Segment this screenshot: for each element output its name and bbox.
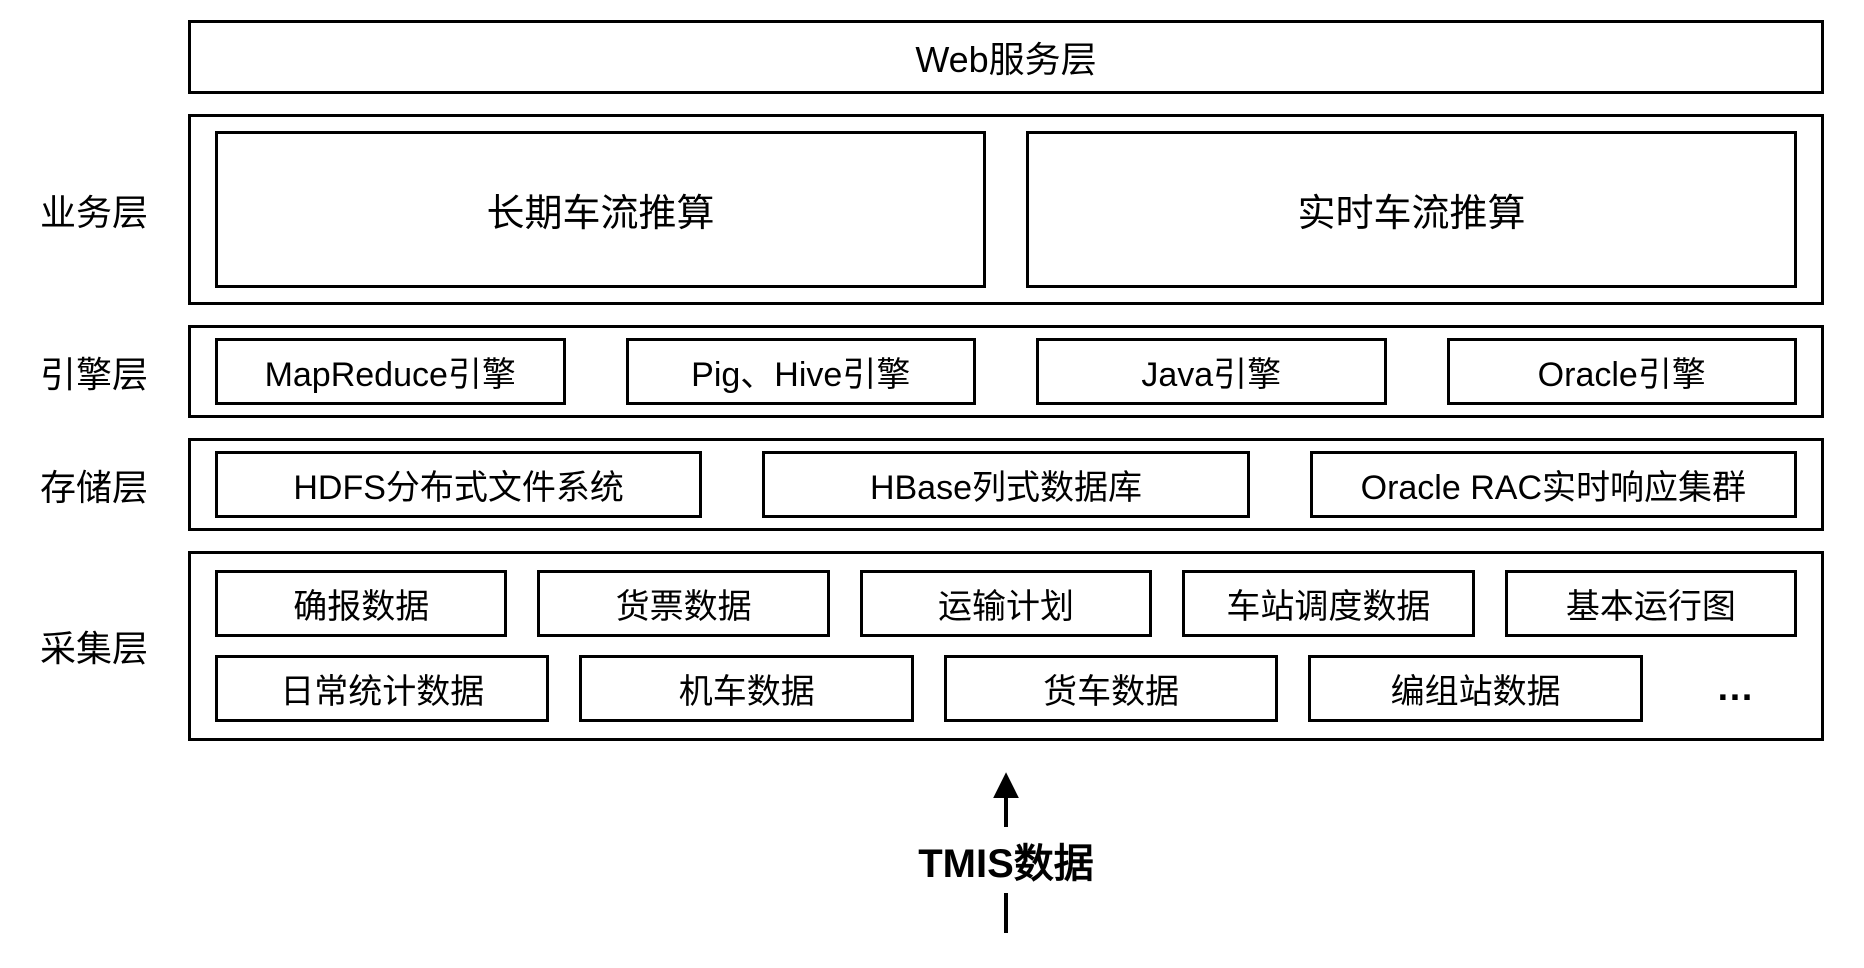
oracle-rac-box: Oracle RAC实时响应集群	[1310, 451, 1797, 518]
hbase-box: HBase列式数据库	[762, 451, 1249, 518]
collection-row-1: 确报数据 货票数据 运输计划 车站调度数据 基本运行图	[215, 570, 1797, 637]
engine-layer-box: MapReduce引擎 Pig、Hive引擎 Java引擎 Oracle引擎	[188, 325, 1824, 418]
arrow-line-top	[1004, 797, 1008, 827]
mapreduce-engine-box: MapReduce引擎	[215, 338, 566, 405]
arrow-up-icon: ▲	[984, 771, 1028, 797]
engine-inner-row: MapReduce引擎 Pig、Hive引擎 Java引擎 Oracle引擎	[215, 338, 1797, 405]
storage-inner-row: HDFS分布式文件系统 HBase列式数据库 Oracle RAC实时响应集群	[215, 451, 1797, 518]
storage-layer-row: 存储层 HDFS分布式文件系统 HBase列式数据库 Oracle RAC实时响…	[40, 438, 1824, 531]
collection-layer-row: 采集层 确报数据 货票数据 运输计划 车站调度数据 基本运行图 日常统计数据 机…	[40, 551, 1824, 741]
realtime-traffic-box: 实时车流推算	[1026, 131, 1797, 288]
engine-layer-label: 引擎层	[40, 325, 180, 418]
tmis-section: ▲ TMIS数据	[918, 771, 1094, 933]
longterm-traffic-box: 长期车流推算	[215, 131, 986, 288]
basic-operation-box: 基本运行图	[1505, 570, 1797, 637]
collection-row-2: 日常统计数据 机车数据 货车数据 编组站数据 …	[215, 655, 1797, 722]
hdfs-box: HDFS分布式文件系统	[215, 451, 702, 518]
web-layer-row: Web服务层	[40, 20, 1824, 94]
web-layer-title: Web服务层	[915, 31, 1096, 83]
engine-layer-row: 引擎层 MapReduce引擎 Pig、Hive引擎 Java引擎 Oracle…	[40, 325, 1824, 418]
storage-layer-box: HDFS分布式文件系统 HBase列式数据库 Oracle RAC实时响应集群	[188, 438, 1824, 531]
architecture-diagram: Web服务层 业务层 长期车流推算 实时车流推算 引擎层 MapReduce引擎…	[40, 20, 1824, 933]
business-layer-box: 长期车流推算 实时车流推算	[188, 114, 1824, 305]
daily-stats-box: 日常统计数据	[215, 655, 549, 722]
web-service-layer-box: Web服务层	[188, 20, 1824, 94]
java-engine-box: Java引擎	[1036, 338, 1387, 405]
locomotive-data-box: 机车数据	[579, 655, 913, 722]
tmis-label: TMIS数据	[918, 831, 1094, 889]
spacer	[40, 761, 180, 933]
spacer	[40, 20, 180, 94]
oracle-engine-box: Oracle引擎	[1447, 338, 1798, 405]
business-inner-row: 长期车流推算 实时车流推算	[215, 131, 1797, 288]
marshalling-station-box: 编组站数据	[1308, 655, 1642, 722]
tmis-container: ▲ TMIS数据	[188, 761, 1824, 933]
storage-layer-label: 存储层	[40, 438, 180, 531]
business-layer-label: 业务层	[40, 114, 180, 305]
transport-plan-box: 运输计划	[860, 570, 1152, 637]
collection-layer-label: 采集层	[40, 551, 180, 741]
freight-car-box: 货车数据	[944, 655, 1278, 722]
collection-layer-box: 确报数据 货票数据 运输计划 车站调度数据 基本运行图 日常统计数据 机车数据 …	[188, 551, 1824, 741]
tmis-row: ▲ TMIS数据	[40, 761, 1824, 933]
arrow-line-bottom	[1004, 893, 1008, 933]
pig-hive-engine-box: Pig、Hive引擎	[626, 338, 977, 405]
ellipsis-icon: …	[1673, 655, 1797, 722]
confirm-data-box: 确报数据	[215, 570, 507, 637]
freight-ticket-box: 货票数据	[537, 570, 829, 637]
business-layer-row: 业务层 长期车流推算 实时车流推算	[40, 114, 1824, 305]
station-dispatch-box: 车站调度数据	[1182, 570, 1474, 637]
